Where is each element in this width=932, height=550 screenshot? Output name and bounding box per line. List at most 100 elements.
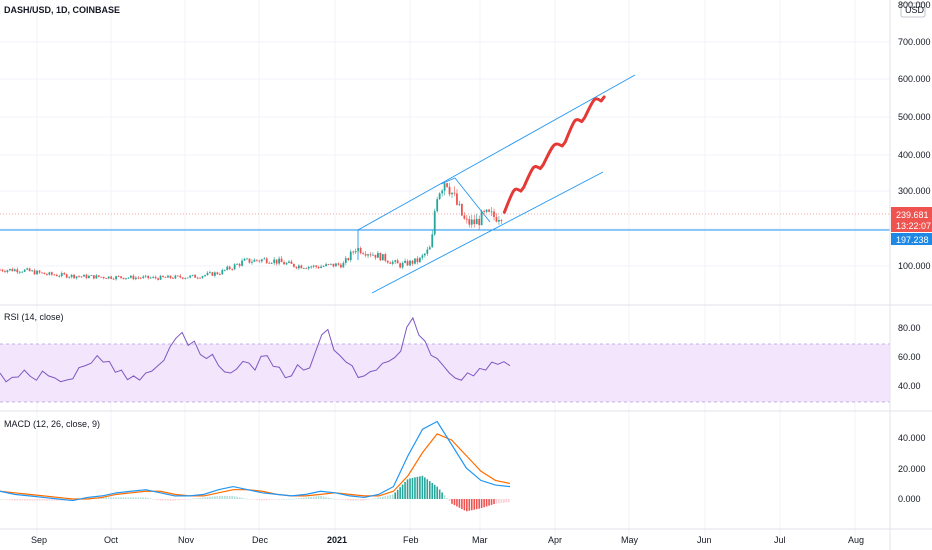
macd-histogram-bar (142, 497, 145, 499)
macd-histogram-bar (233, 496, 236, 499)
macd-histogram-bar (320, 496, 322, 499)
macd-histogram-bar (399, 487, 401, 499)
macd-histogram (0, 475, 510, 512)
candle-body (300, 265, 303, 269)
macd-histogram-bar (475, 499, 478, 510)
candle-body (65, 274, 68, 278)
macd-histogram-bar (159, 499, 162, 501)
candle-body (147, 275, 150, 279)
macd-histogram-bar (85, 497, 88, 499)
candle-body (33, 270, 36, 275)
candle-body (377, 252, 379, 258)
macd-signal-line (0, 433, 511, 500)
candle-body (194, 274, 197, 278)
macd-histogram-bar (0, 499, 1, 500)
candle-body (149, 277, 152, 279)
macd-histogram-bar (483, 499, 485, 508)
macd-histogram-bar (36, 499, 38, 501)
macd-histogram-bar (438, 489, 441, 499)
candle-body (364, 254, 367, 256)
macd-histogram-bar (100, 497, 103, 499)
macd-histogram-bar (508, 499, 510, 503)
countdown-value: 13:22:07 (896, 221, 931, 231)
candle-body (335, 263, 337, 267)
macd-histogram-bar (382, 496, 384, 499)
macd-tick: 40.000 (898, 433, 926, 443)
macd-histogram-bar (110, 497, 112, 499)
candle-body (495, 217, 498, 222)
triangle-drawing[interactable] (440, 177, 491, 223)
candle-body (60, 273, 63, 277)
macd-histogram-bar (448, 499, 451, 502)
macd-histogram-bar (88, 497, 90, 499)
candle-body (199, 277, 201, 279)
macd-pane[interactable]: MACD (12, 26, close, 9) (0, 419, 511, 512)
candle-body (426, 249, 429, 254)
candle-body (223, 269, 226, 271)
price-tick: 500.000 (898, 112, 931, 122)
candle-body (139, 277, 142, 279)
macd-histogram-bar (144, 497, 147, 499)
macd-histogram-bar (181, 499, 184, 500)
candle-body (73, 274, 75, 279)
macd-histogram-bar (362, 499, 364, 501)
macd-histogram-bar (241, 497, 243, 499)
macd-histogram-bar (38, 499, 41, 501)
macd-histogram-bar (345, 499, 347, 501)
candle-body (468, 219, 471, 225)
candle-body (391, 261, 394, 264)
candle-body (280, 258, 283, 263)
rsi-tick: 40.00 (898, 381, 921, 391)
candle-body (436, 199, 439, 212)
candle-body (330, 263, 332, 265)
candle-body (322, 266, 325, 267)
macd-histogram-bar (443, 495, 446, 499)
macd-histogram-bar (31, 499, 33, 501)
macd-histogram-bar (189, 498, 191, 500)
macd-histogram-bar (446, 498, 448, 499)
candle-body (275, 259, 278, 264)
macd-histogram-bar (411, 477, 414, 499)
macd-histogram-bar (130, 497, 132, 499)
price-pane[interactable]: DASH/USD, 1D, COINBASE (0, 0, 890, 540)
macd-histogram-bar (307, 497, 310, 499)
macd-histogram-bar (300, 497, 303, 499)
macd-histogram-bar (41, 499, 43, 501)
candle-body (438, 193, 441, 200)
level-badge (891, 233, 932, 245)
candle-body (483, 211, 486, 212)
candle-body (320, 266, 322, 269)
macd-histogram-bar (436, 486, 438, 499)
scale-button[interactable] (900, 2, 926, 18)
channel-drawing[interactable] (357, 74, 636, 294)
macd-histogram-bar (194, 498, 196, 499)
candle-body (248, 258, 251, 263)
macd-histogram-bar (404, 481, 406, 499)
price-axis[interactable]: USD 800.000 700.000 600.000 500.000 400.… (889, 0, 932, 550)
time-axis[interactable]: Sep Oct Nov Dec 2021 Feb Mar Apr May Jun… (31, 535, 864, 545)
candle-body (379, 252, 382, 261)
rsi-pane[interactable]: RSI (14, close) (0, 312, 890, 403)
candle-body (446, 183, 448, 187)
candle-body (159, 275, 162, 280)
candle-body (243, 258, 246, 261)
candle-body (359, 247, 362, 254)
macd-histogram-bar (137, 497, 140, 499)
candle-body (369, 254, 372, 256)
candlestick-series (0, 182, 503, 281)
candle-body (209, 272, 211, 273)
candle-body (399, 263, 402, 268)
candle-body (362, 253, 364, 255)
projection-path[interactable] (502, 95, 606, 214)
macd-histogram-bar (251, 499, 253, 500)
candle-body (80, 276, 83, 278)
candle-body (238, 263, 241, 266)
candle-body (211, 272, 214, 276)
macd-histogram-bar (441, 492, 443, 499)
macd-histogram-bar (26, 499, 28, 501)
macd-histogram-bar (107, 497, 110, 499)
candle-body (134, 277, 137, 280)
price-tick: 600.000 (898, 74, 931, 84)
macd-histogram-bar (466, 499, 468, 512)
